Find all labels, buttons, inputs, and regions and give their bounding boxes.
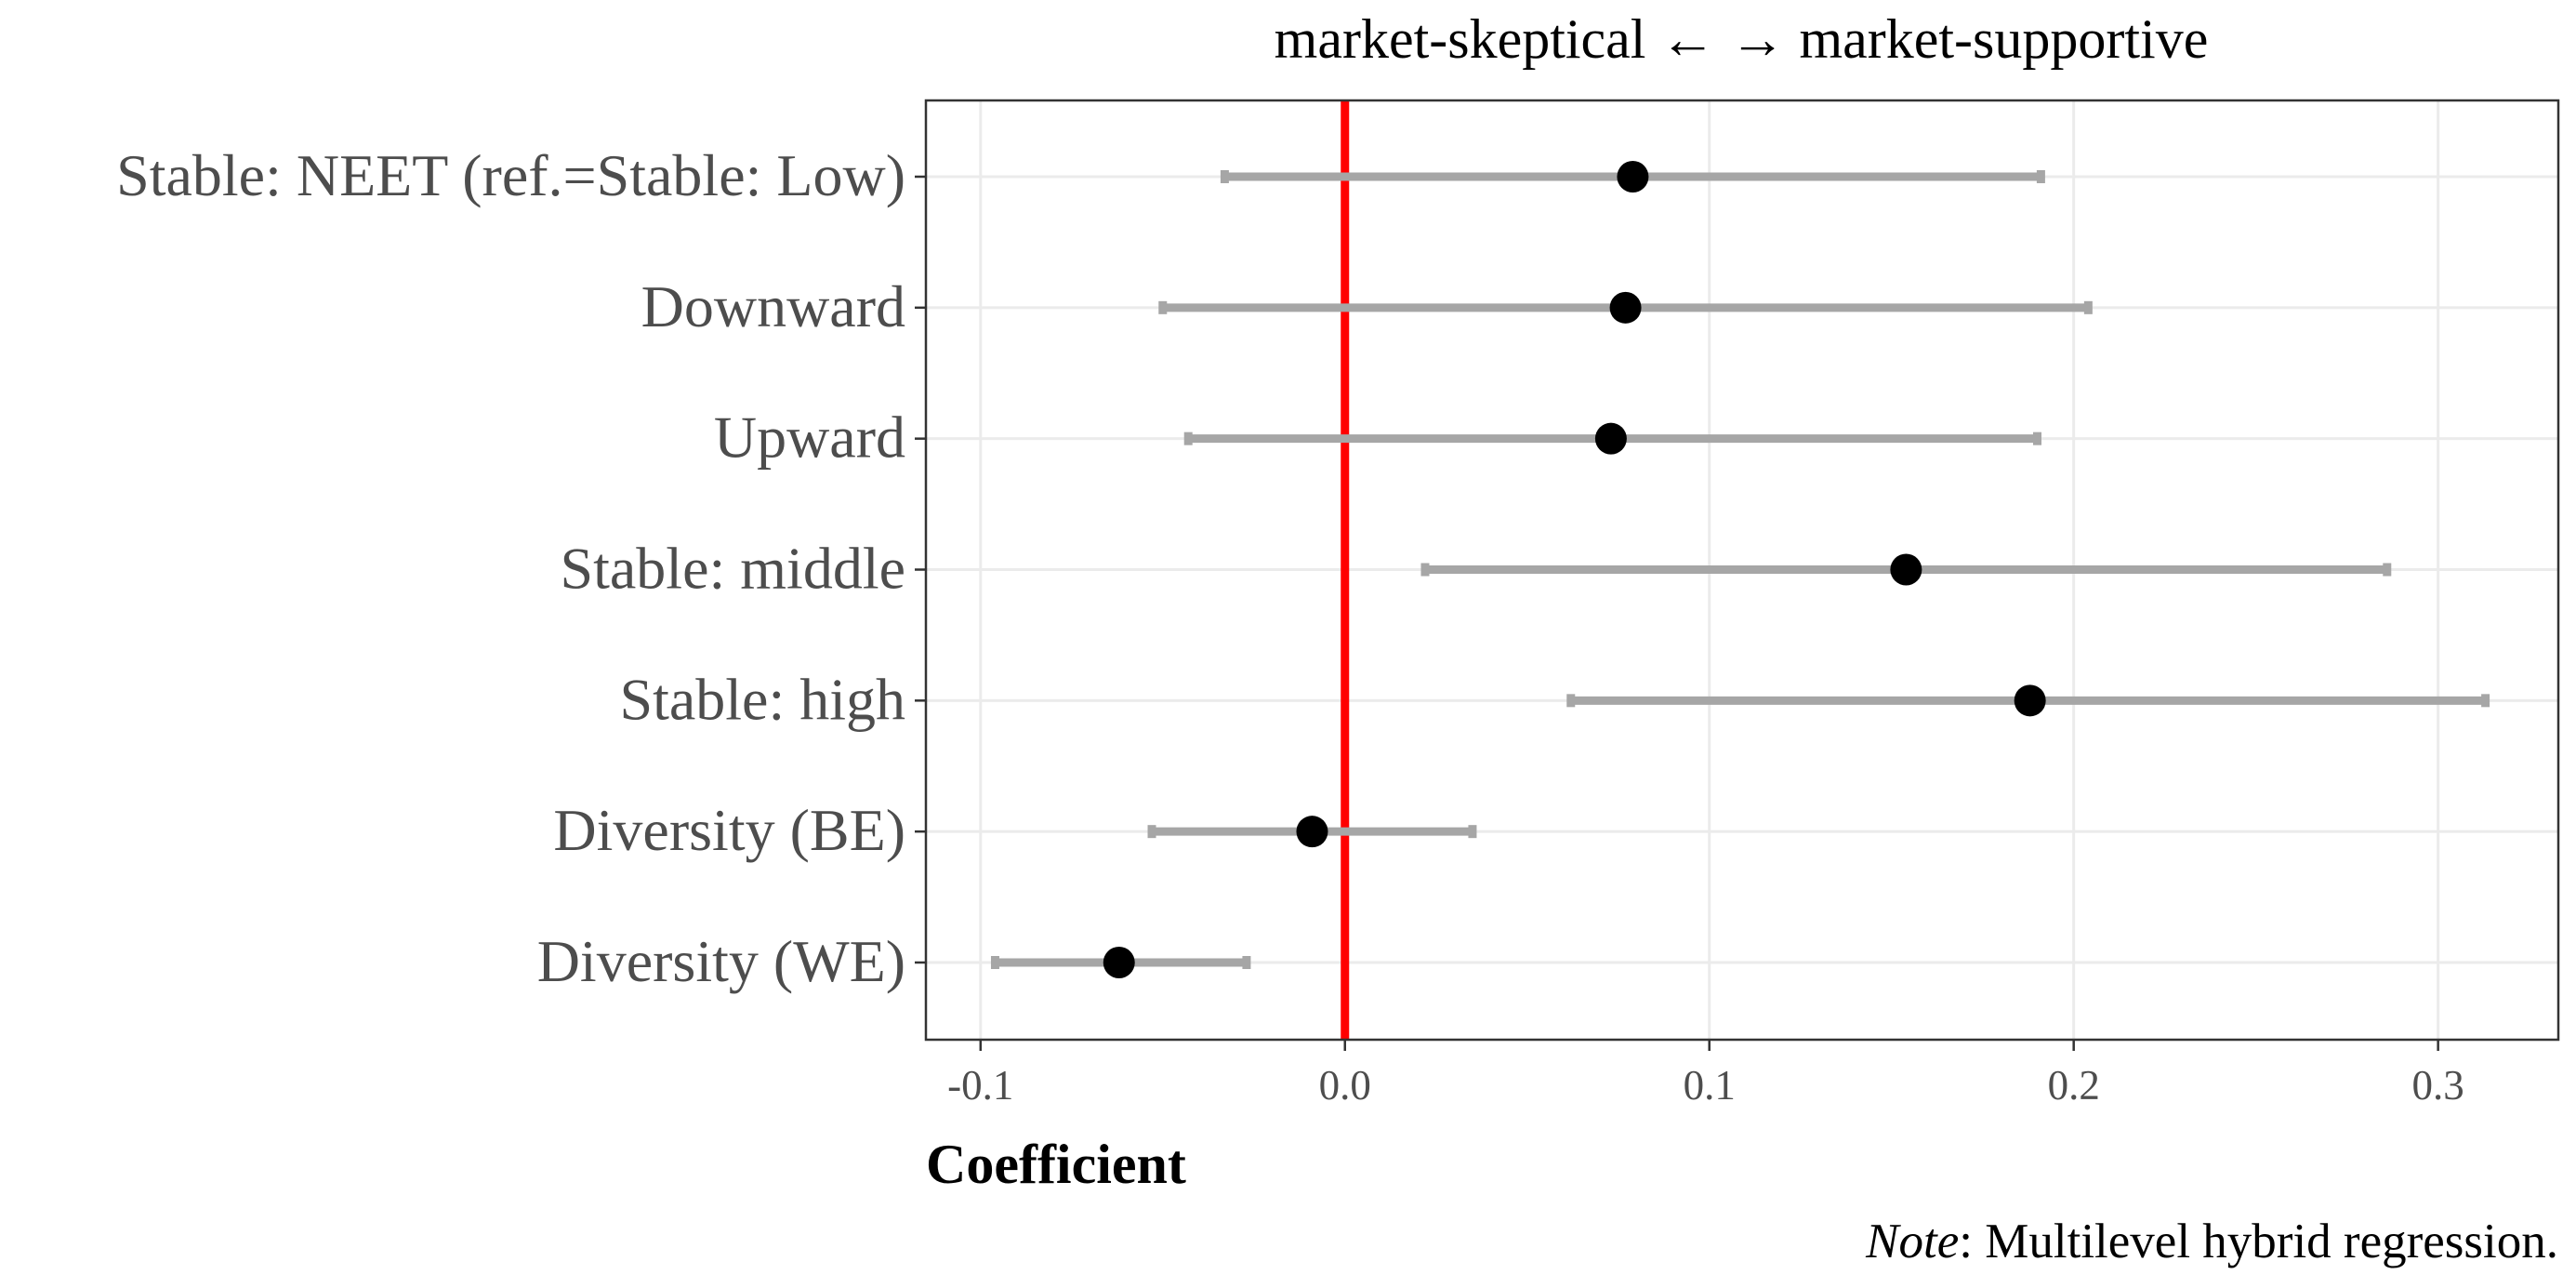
note-caption: Note: Multilevel hybrid regression. [1865, 1215, 2558, 1268]
y-category-label: Upward [714, 405, 905, 471]
y-axis-layer: Stable: NEET (ref.=Stable: Low) Downward U… [116, 142, 926, 994]
y-category-label: Stable: NEET (ref.=Stable: Low) [116, 142, 905, 208]
y-category-label: Diversity (WE) [537, 928, 905, 994]
x-tick-label: 0.3 [2412, 1062, 2464, 1109]
y-category-label: Diversity (BE) [553, 797, 905, 863]
x-tick-label: 0.0 [1319, 1062, 1371, 1109]
chart-title: market-skeptical ← → market-supportive [1275, 8, 2209, 70]
note-label: Note [1865, 1215, 1959, 1268]
estimate-point [1890, 553, 1922, 586]
y-category-label: Downward [641, 273, 905, 339]
estimate-point [2014, 684, 2046, 717]
x-axis-layer: -0.1 0.0 0.1 0.2 0.3 [947, 1040, 2464, 1109]
estimate-point [1594, 422, 1627, 455]
y-category-label: Stable: middle [561, 536, 906, 602]
x-axis-title: Coefficient [926, 1134, 1186, 1195]
estimate-point [1617, 161, 1649, 193]
estimate-point [1609, 291, 1642, 324]
x-tick-label: 0.2 [2048, 1062, 2100, 1109]
x-tick-label: -0.1 [947, 1062, 1013, 1109]
x-tick-label: 0.1 [1684, 1062, 1736, 1109]
estimate-point [1296, 816, 1328, 848]
y-category-label: Stable: high [619, 666, 905, 732]
note-text: : Multilevel hybrid regression. [1959, 1215, 2558, 1268]
estimate-point [1103, 947, 1135, 978]
points-layer [1103, 161, 2046, 978]
